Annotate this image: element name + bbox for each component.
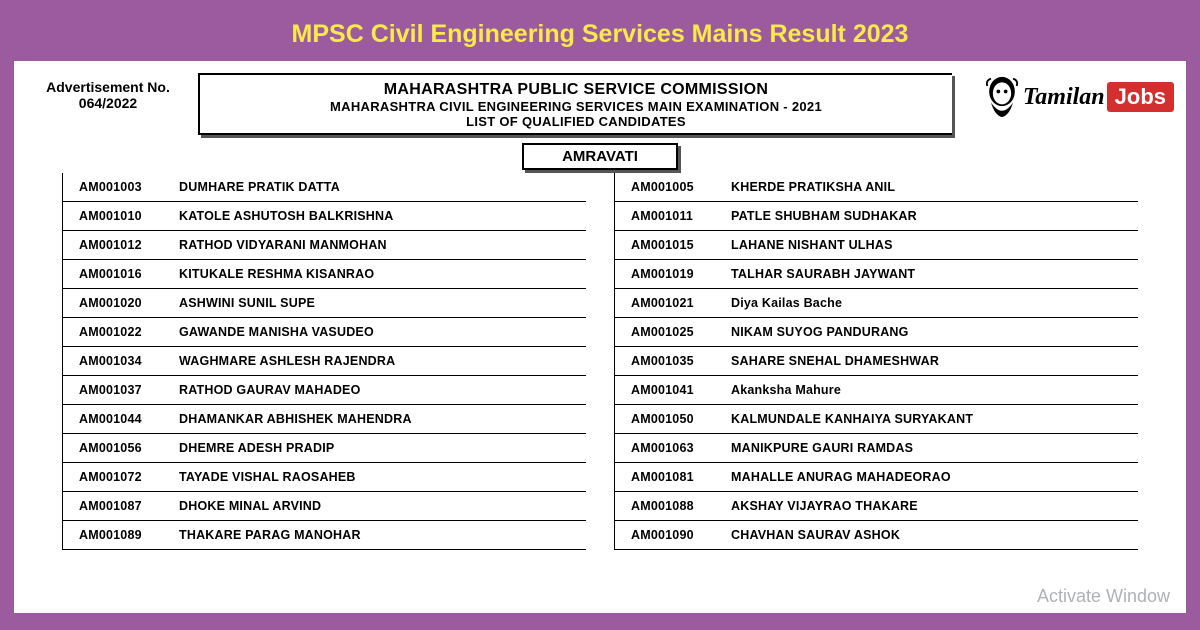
roll-number: AM001081 [615, 470, 723, 484]
table-row: AM001003DUMHARE PRATIK DATTA [62, 173, 586, 202]
candidate-name: GAWANDE MANISHA VASUDEO [171, 325, 586, 339]
document-paper: Advertisement No. 064/2022 MAHARASHTRA P… [14, 61, 1186, 613]
candidate-name: MANIKPURE GAURI RAMDAS [723, 441, 1138, 455]
table-row: AM001012RATHOD VIDYARANI MANMOHAN [62, 231, 586, 260]
table-row: AM001037RATHOD GAURAV MAHADEO [62, 376, 586, 405]
roll-number: AM001037 [63, 383, 171, 397]
candidate-name: PATLE SHUBHAM SUDHAKAR [723, 209, 1138, 223]
table-row: AM001010KATOLE ASHUTOSH BALKRISHNA [62, 202, 586, 231]
roll-number: AM001041 [615, 383, 723, 397]
roll-number: AM001034 [63, 354, 171, 368]
table-row: AM001020ASHWINI SUNIL SUPE [62, 289, 586, 318]
roll-number: AM001025 [615, 325, 723, 339]
candidate-grid: AM001003DUMHARE PRATIK DATTAAM001010KATO… [28, 173, 1172, 550]
roll-number: AM001019 [615, 267, 723, 281]
roll-number: AM001090 [615, 528, 723, 542]
logo-text-tamilan: Tamilan [1023, 84, 1105, 111]
header-commission: MAHARASHTRA PUBLIC SERVICE COMMISSION [210, 81, 942, 99]
roll-number: AM001088 [615, 499, 723, 513]
left-column: AM001003DUMHARE PRATIK DATTAAM001010KATO… [62, 173, 586, 550]
header-box: MAHARASHTRA PUBLIC SERVICE COMMISSION MA… [198, 73, 952, 135]
advertisement-number: 064/2022 [28, 95, 188, 111]
candidate-name: AKSHAY VIJAYRAO THAKARE [723, 499, 1138, 513]
candidate-name: KATOLE ASHUTOSH BALKRISHNA [171, 209, 586, 223]
candidate-name: DUMHARE PRATIK DATTA [171, 180, 586, 194]
table-row: AM001090CHAVHAN SAURAV ASHOK [614, 521, 1138, 550]
roll-number: AM001022 [63, 325, 171, 339]
table-row: AM001011PATLE SHUBHAM SUDHAKAR [614, 202, 1138, 231]
candidate-name: Akanksha Mahure [723, 383, 1138, 397]
candidate-name: TALHAR SAURABH JAYWANT [723, 267, 1138, 281]
header-exam: MAHARASHTRA CIVIL ENGINEERING SERVICES M… [210, 99, 942, 114]
table-row: AM001087DHOKE MINAL ARVIND [62, 492, 586, 521]
candidate-name: RATHOD GAURAV MAHADEO [171, 383, 586, 397]
candidate-name: DHAMANKAR ABHISHEK MAHENDRA [171, 412, 586, 426]
roll-number: AM001003 [63, 180, 171, 194]
table-row: AM001050KALMUNDALE KANHAIYA SURYAKANT [614, 405, 1138, 434]
candidate-name: SAHARE SNEHAL DHAMESHWAR [723, 354, 1138, 368]
candidate-name: Diya Kailas Bache [723, 296, 1138, 310]
candidate-name: LAHANE NISHANT ULHAS [723, 238, 1138, 252]
candidate-name: KALMUNDALE KANHAIYA SURYAKANT [723, 412, 1138, 426]
header-list-label: LIST OF QUALIFIED CANDIDATES [210, 114, 942, 129]
roll-number: AM001089 [63, 528, 171, 542]
roll-number: AM001016 [63, 267, 171, 281]
table-row: AM001041Akanksha Mahure [614, 376, 1138, 405]
district-name: AMRAVATI [522, 143, 678, 170]
candidate-name: DHEMRE ADESH PRADIP [171, 441, 586, 455]
table-row: AM001072TAYADE VISHAL RAOSAHEB [62, 463, 586, 492]
candidate-name: WAGHMARE ASHLESH RAJENDRA [171, 354, 586, 368]
tamilanjobs-logo: Tamilan Jobs [979, 71, 1178, 123]
roll-number: AM001020 [63, 296, 171, 310]
roll-number: AM001012 [63, 238, 171, 252]
candidate-name: KITUKALE RESHMA KISANRAO [171, 267, 586, 281]
roll-number: AM001050 [615, 412, 723, 426]
roll-number: AM001063 [615, 441, 723, 455]
table-row: AM001063MANIKPURE GAURI RAMDAS [614, 434, 1138, 463]
table-row: AM001022GAWANDE MANISHA VASUDEO [62, 318, 586, 347]
candidate-name: RATHOD VIDYARANI MANMOHAN [171, 238, 586, 252]
candidate-name: CHAVHAN SAURAV ASHOK [723, 528, 1138, 542]
roll-number: AM001015 [615, 238, 723, 252]
roll-number: AM001011 [615, 209, 723, 223]
advertisement-label: Advertisement No. [28, 79, 188, 95]
roll-number: AM001005 [615, 180, 723, 194]
table-row: AM001005KHERDE PRATIKSHA ANIL [614, 173, 1138, 202]
roll-number: AM001044 [63, 412, 171, 426]
table-row: AM001025NIKAM SUYOG PANDURANG [614, 318, 1138, 347]
table-row: AM001089THAKARE PARAG MANOHAR [62, 521, 586, 550]
roll-number: AM001056 [63, 441, 171, 455]
roll-number: AM001021 [615, 296, 723, 310]
candidate-name: TAYADE VISHAL RAOSAHEB [171, 470, 586, 484]
candidate-name: KHERDE PRATIKSHA ANIL [723, 180, 1138, 194]
roll-number: AM001010 [63, 209, 171, 223]
logo-text-jobs: Jobs [1107, 82, 1174, 112]
advertisement-box: Advertisement No. 064/2022 [28, 71, 188, 111]
table-row: AM001021Diya Kailas Bache [614, 289, 1138, 318]
candidate-name: THAKARE PARAG MANOHAR [171, 528, 586, 542]
table-row: AM001088AKSHAY VIJAYRAO THAKARE [614, 492, 1138, 521]
face-icon [983, 75, 1021, 119]
roll-number: AM001072 [63, 470, 171, 484]
candidate-name: DHOKE MINAL ARVIND [171, 499, 586, 513]
windows-watermark: Activate Window [1037, 586, 1170, 607]
right-column: AM001005KHERDE PRATIKSHA ANILAM001011PAT… [614, 173, 1138, 550]
header-row: Advertisement No. 064/2022 MAHARASHTRA P… [28, 71, 1172, 135]
page-title: MPSC Civil Engineering Services Mains Re… [14, 14, 1186, 61]
outer-container: MPSC Civil Engineering Services Mains Re… [0, 0, 1200, 630]
roll-number: AM001035 [615, 354, 723, 368]
candidate-name: ASHWINI SUNIL SUPE [171, 296, 586, 310]
table-row: AM001056DHEMRE ADESH PRADIP [62, 434, 586, 463]
table-row: AM001019TALHAR SAURABH JAYWANT [614, 260, 1138, 289]
table-row: AM001035SAHARE SNEHAL DHAMESHWAR [614, 347, 1138, 376]
table-row: AM001044DHAMANKAR ABHISHEK MAHENDRA [62, 405, 586, 434]
table-row: AM001016KITUKALE RESHMA KISANRAO [62, 260, 586, 289]
table-row: AM001015LAHANE NISHANT ULHAS [614, 231, 1138, 260]
table-row: AM001034WAGHMARE ASHLESH RAJENDRA [62, 347, 586, 376]
table-row: AM001081MAHALLE ANURAG MAHADEORAO [614, 463, 1138, 492]
candidate-name: MAHALLE ANURAG MAHADEORAO [723, 470, 1138, 484]
candidate-name: NIKAM SUYOG PANDURANG [723, 325, 1138, 339]
roll-number: AM001087 [63, 499, 171, 513]
district-wrap: AMRAVATI [28, 135, 1172, 173]
